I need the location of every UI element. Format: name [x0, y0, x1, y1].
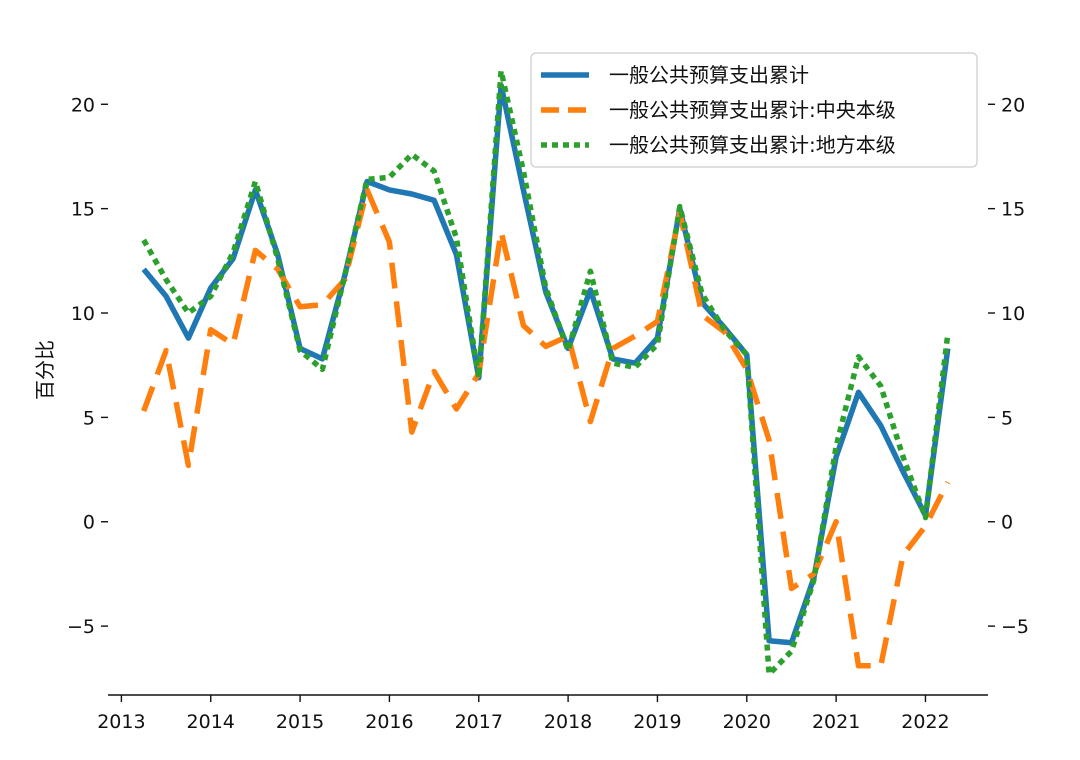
y-tick-label-right: 20: [1001, 94, 1025, 116]
y-tick-label-right: 10: [1001, 303, 1025, 325]
legend-label: 一般公共预算支出累计: [609, 63, 809, 87]
series-line-3: [141, 68, 951, 677]
y-tick-label-left: 15: [71, 199, 95, 221]
series-line-1: [141, 82, 951, 646]
series-line-2: [141, 187, 951, 669]
y-tick-label-right: 15: [1001, 199, 1025, 221]
series-lines: [141, 68, 951, 677]
axes: 2013 2014 2015 2016 2017 2018 2019 2020 2021 2022…: [67, 94, 1029, 733]
x-tick-label: 2019: [633, 711, 681, 733]
x-tick-label: 2020: [723, 711, 771, 733]
x-tick-label: 2017: [455, 711, 503, 733]
x-tick-label: 2013: [97, 711, 145, 733]
y-tick-label-right: 5: [1001, 407, 1013, 429]
y-tick-label-left: 20: [71, 94, 95, 116]
y-axis-label: 百分比: [33, 340, 57, 400]
y-tick-label-left: 10: [71, 303, 95, 325]
y-tick-label-right: 0: [1001, 512, 1013, 534]
x-tick-label: 2015: [276, 711, 324, 733]
y-tick-label-left: −5: [67, 616, 95, 638]
x-tick-label: 2022: [901, 711, 949, 733]
x-tick-label: 2016: [365, 711, 413, 733]
y-tick-label-left: 5: [83, 407, 95, 429]
legend-label: 一般公共预算支出累计:中央本级: [609, 98, 896, 122]
legend-label: 一般公共预算支出累计:地方本级: [609, 133, 896, 157]
y-tick-label-left: 0: [83, 512, 95, 534]
x-tick-label: 2018: [544, 711, 592, 733]
x-tick-label: 2014: [187, 711, 235, 733]
x-tick-label: 2021: [812, 711, 860, 733]
legend-box: [530, 52, 978, 168]
y-tick-label-right: −5: [1001, 616, 1029, 638]
